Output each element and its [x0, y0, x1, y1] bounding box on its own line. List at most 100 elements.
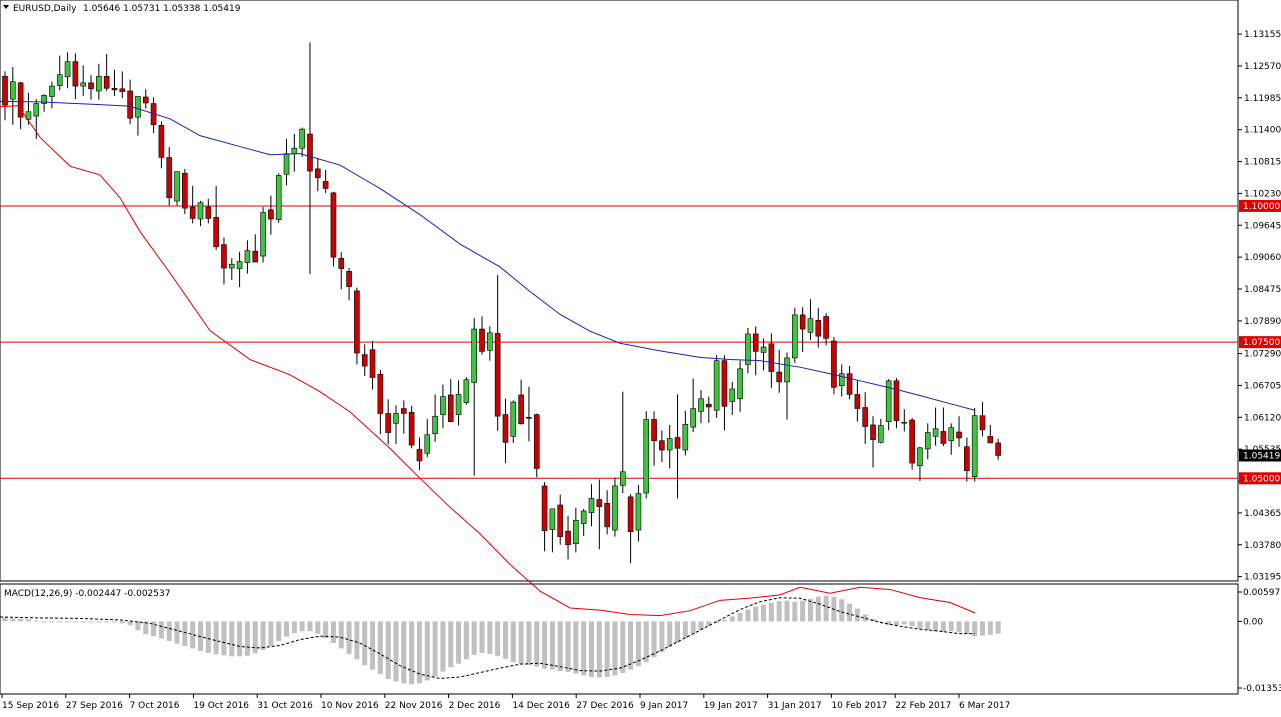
candle-body: [831, 340, 837, 388]
date-tick-label: 15 Sep 2016: [2, 701, 59, 711]
macd-bar: [96, 621, 102, 623]
candle-body: [752, 333, 759, 352]
candle-body: [174, 171, 180, 202]
candle-body: [518, 394, 524, 425]
chart-header: EURUSD,Daily 1.05646 1.05731 1.05338 1.0…: [3, 4, 241, 14]
date-tick-label: 6 Mar 2017: [959, 701, 1010, 711]
candle-body: [283, 153, 290, 175]
date-tick-label: 31 Jan 2017: [768, 701, 822, 711]
macd-bar: [119, 621, 125, 624]
candle-body: [33, 103, 40, 117]
candle-body: [299, 128, 305, 149]
macd-bar: [65, 621, 71, 623]
candle-body: [627, 496, 634, 532]
macd-bar: [956, 621, 962, 633]
level-price-box: [1239, 336, 1281, 349]
macd-bar: [706, 621, 712, 626]
ma-fast-line: [0, 105, 976, 617]
candle-body: [64, 61, 71, 78]
macd-bar: [909, 621, 915, 627]
date-tick-label: 31 Oct 2016: [257, 701, 313, 711]
candle-body: [948, 427, 955, 442]
dropdown-arrow-icon[interactable]: [3, 5, 9, 9]
macd-bar: [10, 618, 16, 622]
candle-body: [987, 436, 994, 444]
candle-body: [88, 82, 94, 90]
macd-bar: [41, 621, 47, 623]
macd-bar: [2, 617, 8, 622]
candle-body: [565, 530, 571, 546]
candle-body: [49, 85, 55, 97]
macd-bar: [260, 621, 266, 650]
candle-body: [260, 212, 266, 257]
macd-bar: [542, 621, 548, 669]
macd-bar: [409, 621, 415, 685]
price-tick-label: 1.03780: [1244, 541, 1281, 551]
candle-body: [377, 373, 384, 414]
candle-body: [557, 504, 564, 537]
level-price-label: 1.05000: [1243, 474, 1280, 484]
candle-body: [103, 75, 110, 89]
candle-body: [354, 290, 360, 354]
macd-bar: [370, 621, 376, 670]
candle-body: [573, 519, 579, 544]
candle-body: [659, 440, 665, 451]
macd-bar: [104, 621, 110, 623]
candle-body: [401, 408, 407, 414]
candle-body: [893, 380, 900, 421]
macd-bar: [823, 595, 829, 622]
ohlc-values: 1.05646 1.05731 1.05338 1.05419: [83, 4, 241, 14]
candle-body: [510, 401, 517, 437]
main-chart-frame: [0, 0, 1239, 695]
candle-body: [838, 373, 845, 387]
macd-bar: [510, 621, 516, 663]
candle-body: [674, 437, 681, 449]
macd-bar: [213, 621, 219, 655]
candle-body: [158, 125, 165, 158]
candle-body: [307, 133, 313, 172]
candle-body: [244, 250, 251, 263]
macd-bar: [761, 604, 767, 622]
macd-bar: [792, 601, 798, 622]
candle-body: [41, 95, 47, 104]
macd-bar: [338, 621, 344, 649]
moving-averages: [0, 100, 976, 617]
macd-bar: [901, 621, 907, 625]
candle-body: [682, 424, 689, 451]
level-price-label: 1.10000: [1243, 202, 1280, 212]
macd-bar: [581, 621, 587, 676]
date-tick-label: 7 Oct 2016: [130, 701, 180, 711]
macd-bar: [854, 608, 860, 622]
macd-bar: [980, 621, 985, 636]
candle-body: [182, 172, 188, 209]
macd-bar: [276, 621, 282, 642]
macd-bar: [268, 621, 274, 646]
candle-body: [502, 414, 509, 443]
macd-bar: [432, 621, 438, 677]
macd-bar: [151, 621, 157, 637]
macd-bar: [698, 621, 704, 630]
candle-body: [909, 419, 915, 464]
candle-body: [549, 508, 556, 530]
macd-bar: [573, 621, 579, 674]
macd-bar: [471, 621, 477, 655]
macd-bar: [596, 621, 602, 678]
macd-bar: [604, 621, 610, 677]
macd-bar: [448, 621, 454, 668]
candle-body: [10, 81, 16, 100]
macd-bar: [948, 621, 954, 632]
macd-bar: [323, 621, 329, 639]
candle-body: [416, 449, 423, 462]
candle-body: [956, 431, 962, 439]
macd-bar: [346, 621, 352, 654]
macd-bar: [886, 621, 892, 625]
macd-bar: [424, 621, 430, 681]
candle-body: [268, 209, 274, 220]
date-tick-label: 9 Jan 2017: [640, 701, 688, 711]
macd-bar: [463, 621, 469, 660]
macd-bar: [612, 621, 618, 676]
candlesticks: [2, 42, 1001, 564]
macd-bar: [526, 621, 532, 666]
macd-signal-path: [0, 597, 975, 679]
